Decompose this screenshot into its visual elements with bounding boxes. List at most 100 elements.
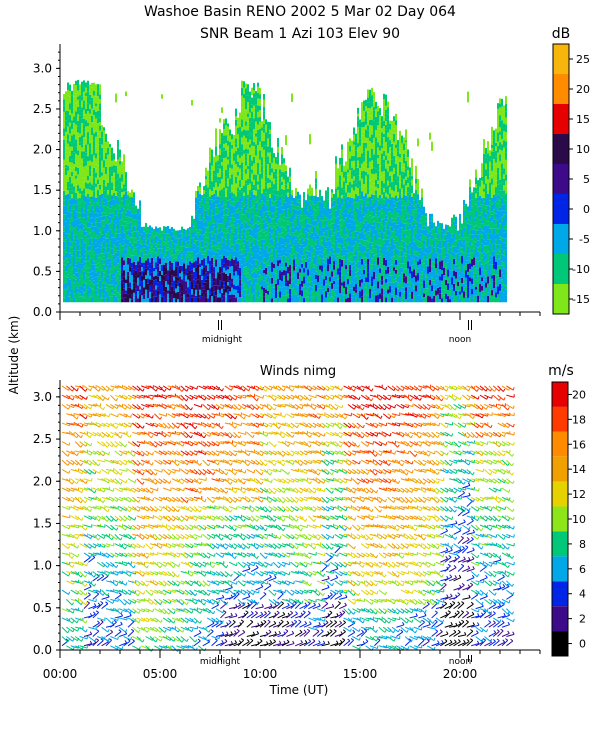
snr-cell [63, 142, 65, 151]
snr-cell [213, 180, 215, 188]
snr-cell [237, 117, 239, 123]
snr-cell [357, 275, 359, 283]
snr-cell [191, 215, 193, 224]
snr-cell [67, 218, 69, 226]
snr-cell [363, 269, 365, 275]
snr-cell [345, 294, 347, 299]
snr-cell [225, 228, 227, 234]
snr-cell [243, 267, 245, 276]
snr-cell [277, 198, 279, 204]
snr-cell [89, 120, 91, 126]
snr-cell [407, 226, 409, 230]
snr-cell [241, 214, 243, 218]
snr-cell [65, 120, 67, 127]
snr-cell [231, 266, 233, 273]
snr-cell [395, 144, 397, 148]
snr-cell [335, 258, 337, 266]
snr-cell [407, 192, 409, 197]
snr-cell [139, 271, 141, 276]
snr-cell [203, 294, 205, 303]
snr-cell [299, 289, 301, 296]
snr-cell [229, 246, 231, 255]
snr-cell [63, 93, 65, 100]
snr-cell [309, 195, 311, 201]
snr-cell [391, 288, 393, 295]
snr-cell [269, 129, 271, 134]
snr-cell [299, 239, 301, 245]
snr-cell [395, 132, 397, 141]
snr-cell [353, 202, 355, 210]
snr-cell [89, 90, 91, 95]
snr-cell [303, 298, 305, 303]
snr-cell [251, 160, 253, 167]
snr-cell [91, 258, 93, 265]
snr-cell [135, 237, 137, 243]
snr-cell [189, 235, 191, 241]
snr-cell [315, 244, 317, 251]
snr-cell [119, 164, 121, 170]
snr-cell [221, 231, 223, 238]
snr-cell [111, 248, 113, 255]
snr-cell [259, 105, 261, 111]
snr-cell [85, 220, 87, 227]
snr-cell [147, 270, 149, 275]
snr-cell [71, 143, 73, 147]
snr-cell [163, 245, 165, 254]
snr-cell [219, 118, 221, 123]
snr-cell [115, 93, 117, 103]
snr-cell [325, 204, 327, 211]
snr-cell [157, 276, 159, 283]
snr-cell [373, 288, 375, 292]
snr-cell [407, 177, 409, 183]
snr-cell [193, 249, 195, 258]
snr-cell [259, 216, 261, 224]
snr-cell [65, 105, 67, 111]
snr-cell [101, 207, 103, 213]
snr-cell [277, 242, 279, 247]
snr-cell [229, 280, 231, 287]
snr-cell [417, 251, 419, 257]
snr-cell [361, 186, 363, 192]
snr-cell [377, 294, 379, 303]
snr-cell [275, 182, 277, 190]
snr-cell [69, 167, 71, 171]
snr-cell [261, 206, 263, 210]
snr-cell [389, 123, 391, 130]
snr-cell [311, 267, 313, 273]
snr-cell [229, 192, 231, 200]
snr-cell [243, 135, 245, 144]
snr-cell [227, 251, 229, 257]
snr-cell [399, 143, 401, 149]
snr-cell [79, 152, 81, 160]
snr-cell [341, 219, 343, 226]
snr-cell [275, 163, 277, 169]
snr-cell [111, 182, 113, 191]
snr-cell [89, 280, 91, 288]
snr-cell [249, 172, 251, 179]
snr-cell [217, 223, 219, 229]
snr-cell [191, 274, 193, 282]
snr-cell [221, 151, 223, 159]
snr-cell [195, 280, 197, 285]
snr-cell [63, 226, 65, 232]
snr-cell [379, 217, 381, 223]
snr-cell [101, 175, 103, 183]
snr-cell [151, 246, 153, 252]
snr-cell [231, 144, 233, 149]
snr-cell [203, 217, 205, 223]
snr-cell [101, 144, 103, 148]
snr-cell [149, 236, 151, 243]
snr-cell [143, 226, 145, 232]
snr-cell [249, 279, 251, 286]
snr-cell [107, 274, 109, 279]
snr-cell [235, 227, 237, 236]
snr-cell [75, 199, 77, 205]
snr-cell [255, 167, 257, 175]
snr-cell [193, 297, 195, 303]
snr-cell [73, 293, 75, 298]
snr-cell [223, 237, 225, 243]
snr-cell [393, 141, 395, 148]
snr-cell [413, 288, 415, 296]
snr-cell [253, 112, 255, 119]
snr-cell [255, 155, 257, 162]
